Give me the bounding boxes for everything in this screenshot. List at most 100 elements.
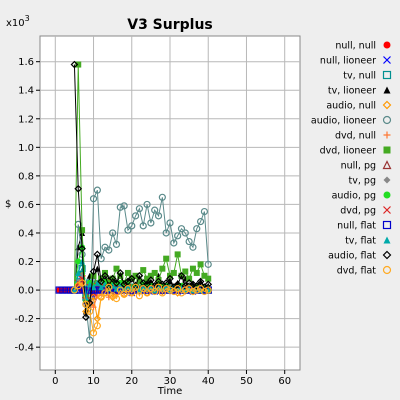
legend-label: dvd, null bbox=[335, 131, 376, 142]
y-tick-label: 1.0 bbox=[18, 143, 34, 154]
x-axis-label: Time bbox=[157, 386, 182, 397]
legend-entry: tv, null bbox=[343, 71, 392, 82]
data-point bbox=[93, 250, 102, 259]
data-point bbox=[116, 286, 124, 294]
data-point bbox=[154, 212, 163, 220]
data-point bbox=[163, 255, 170, 262]
data-point bbox=[205, 275, 212, 282]
data-point bbox=[127, 274, 136, 283]
data-point bbox=[94, 279, 101, 286]
data-point bbox=[162, 229, 170, 237]
y-tick-label: 0.6 bbox=[18, 200, 34, 211]
data-point bbox=[79, 227, 86, 234]
data-point bbox=[147, 219, 155, 227]
data-point bbox=[75, 258, 82, 265]
data-point bbox=[105, 246, 113, 254]
legend-marker bbox=[383, 191, 391, 199]
data-point bbox=[182, 268, 189, 275]
data-point bbox=[154, 283, 163, 291]
data-point bbox=[112, 240, 121, 248]
series-audio-lioneer bbox=[70, 186, 212, 344]
data-point bbox=[200, 287, 209, 296]
legend-entry: audio, lioneer bbox=[311, 115, 392, 127]
y-multiplier: x103 bbox=[6, 14, 30, 29]
y-multiplier-exponent: 3 bbox=[25, 14, 30, 23]
data-point bbox=[174, 232, 182, 240]
data-point bbox=[135, 205, 144, 213]
data-point bbox=[181, 286, 189, 294]
data-point bbox=[173, 280, 182, 289]
data-point bbox=[158, 289, 166, 297]
chart-title: V3 Surplus bbox=[127, 17, 213, 33]
data-point bbox=[90, 272, 97, 279]
data-point bbox=[151, 269, 158, 276]
data-point bbox=[143, 289, 151, 297]
y-tick-label: 0.8 bbox=[18, 171, 34, 182]
data-point bbox=[55, 286, 63, 294]
x-tick-label: 30 bbox=[164, 376, 177, 387]
data-point bbox=[89, 267, 98, 276]
legend-marker bbox=[383, 86, 391, 94]
series-audio-flat bbox=[70, 60, 213, 322]
data-point bbox=[159, 265, 166, 272]
data-point bbox=[185, 237, 193, 246]
data-point bbox=[136, 278, 143, 285]
legend-marker bbox=[383, 176, 391, 184]
data-point bbox=[97, 277, 106, 286]
data-point bbox=[79, 258, 86, 265]
legend-label: audio, flat bbox=[328, 251, 376, 262]
data-point bbox=[196, 217, 205, 226]
legend-label: tv, null bbox=[343, 71, 376, 82]
data-point bbox=[63, 286, 71, 294]
series-line bbox=[73, 189, 209, 341]
legend-entry: audio, pg bbox=[332, 191, 391, 202]
data-point bbox=[75, 269, 82, 276]
data-point bbox=[174, 285, 182, 293]
data-point bbox=[147, 272, 154, 279]
legend-marker bbox=[383, 41, 391, 49]
legend: null, null null, lioneer tv, null tv, lione… bbox=[311, 41, 392, 277]
data-point bbox=[70, 286, 79, 294]
legend-marker bbox=[382, 220, 392, 230]
legend-label: tv, lioneer bbox=[328, 86, 376, 97]
legend-entry: audio, flat bbox=[328, 251, 392, 262]
data-point bbox=[93, 186, 101, 194]
data-point bbox=[120, 290, 128, 298]
data-point bbox=[82, 313, 90, 322]
data-point bbox=[131, 212, 140, 220]
legend-label: null, null bbox=[335, 41, 376, 52]
y-tick-label: 0.2 bbox=[18, 257, 34, 268]
data-point bbox=[193, 269, 200, 276]
legend-entry: dvd, flat bbox=[337, 266, 392, 277]
data-point bbox=[193, 286, 201, 294]
data-point bbox=[170, 239, 178, 247]
legend-marker bbox=[382, 115, 392, 125]
data-point bbox=[140, 267, 147, 274]
data-point bbox=[147, 276, 155, 284]
x-tick-label: 20 bbox=[125, 376, 138, 387]
data-point bbox=[151, 287, 158, 294]
data-point bbox=[166, 219, 174, 227]
legend-entry: null, flat bbox=[337, 220, 392, 232]
data-point bbox=[166, 286, 174, 294]
data-point bbox=[90, 284, 97, 291]
legend-label: tv, pg bbox=[349, 176, 376, 187]
legend-entry: dvd, null bbox=[335, 131, 391, 142]
legend-label: audio, pg bbox=[332, 191, 376, 202]
data-point bbox=[140, 284, 147, 291]
legend-label: dvd, pg bbox=[340, 206, 376, 217]
data-point bbox=[143, 200, 151, 209]
data-point bbox=[189, 265, 196, 272]
data-point bbox=[116, 269, 125, 277]
y-axis-label: $ bbox=[5, 199, 11, 210]
data-point bbox=[177, 271, 186, 280]
legend-marker bbox=[383, 206, 391, 214]
plot-area: 0 10 20 30 40 50 60 -0.4 -0.2 0.0 0.2 0.4 0.6 0.8 1.0 1… bbox=[14, 35, 301, 387]
data-point bbox=[162, 285, 170, 293]
data-point bbox=[70, 60, 79, 69]
data-point bbox=[93, 322, 101, 330]
data-point bbox=[82, 300, 90, 308]
data-point bbox=[128, 222, 136, 230]
data-point bbox=[124, 226, 132, 234]
data-point bbox=[186, 275, 193, 282]
